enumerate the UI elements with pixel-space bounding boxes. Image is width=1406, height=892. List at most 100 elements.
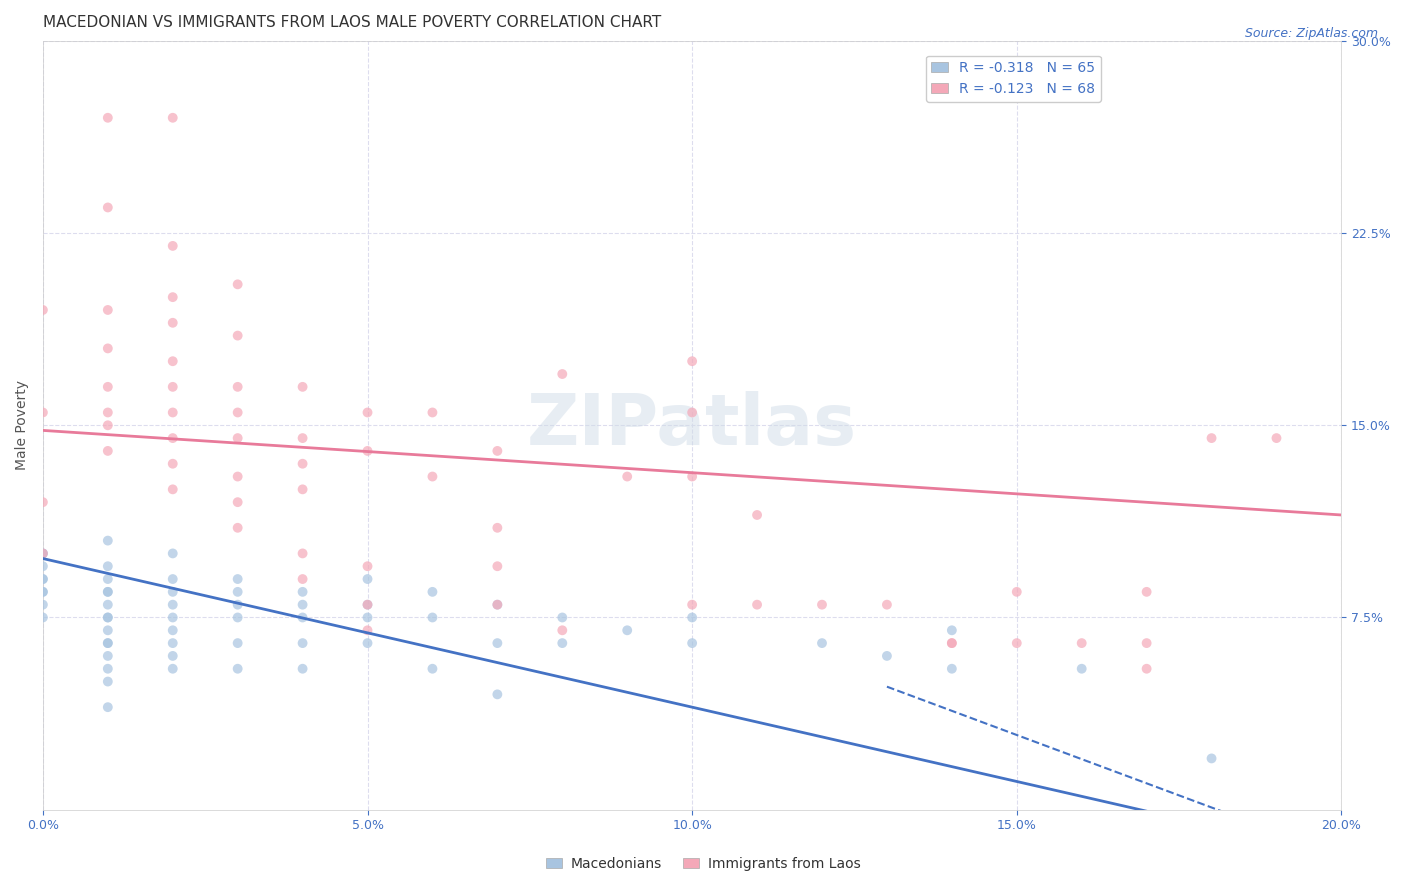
Point	[162, 636, 184, 650]
Point	[32, 546, 55, 560]
Point	[162, 598, 184, 612]
Point	[486, 636, 509, 650]
Point	[97, 444, 120, 458]
Point	[1201, 751, 1223, 765]
Point	[1136, 636, 1159, 650]
Point	[1136, 662, 1159, 676]
Point	[226, 585, 249, 599]
Point	[97, 674, 120, 689]
Point	[422, 585, 444, 599]
Point	[356, 610, 378, 624]
Point	[32, 585, 55, 599]
Text: MACEDONIAN VS IMMIGRANTS FROM LAOS MALE POVERTY CORRELATION CHART: MACEDONIAN VS IMMIGRANTS FROM LAOS MALE …	[44, 15, 661, 30]
Point	[356, 559, 378, 574]
Point	[681, 598, 703, 612]
Point	[97, 700, 120, 714]
Point	[291, 636, 314, 650]
Point	[162, 111, 184, 125]
Point	[32, 610, 55, 624]
Point	[97, 342, 120, 356]
Point	[97, 572, 120, 586]
Point	[97, 201, 120, 215]
Point	[551, 610, 574, 624]
Point	[291, 457, 314, 471]
Point	[1005, 585, 1028, 599]
Point	[291, 585, 314, 599]
Point	[32, 598, 55, 612]
Point	[811, 598, 834, 612]
Point	[162, 572, 184, 586]
Point	[162, 457, 184, 471]
Legend: Macedonians, Immigrants from Laos: Macedonians, Immigrants from Laos	[540, 851, 866, 876]
Point	[162, 624, 184, 638]
Text: Source: ZipAtlas.com: Source: ZipAtlas.com	[1244, 27, 1378, 40]
Point	[162, 316, 184, 330]
Point	[97, 302, 120, 317]
Point	[162, 648, 184, 663]
Point	[291, 572, 314, 586]
Point	[226, 277, 249, 292]
Point	[32, 405, 55, 419]
Point	[941, 636, 963, 650]
Point	[226, 328, 249, 343]
Point	[32, 546, 55, 560]
Point	[876, 598, 898, 612]
Point	[422, 405, 444, 419]
Point	[291, 380, 314, 394]
Point	[356, 444, 378, 458]
Point	[32, 572, 55, 586]
Point	[162, 662, 184, 676]
Point	[1201, 431, 1223, 445]
Point	[291, 546, 314, 560]
Point	[745, 598, 768, 612]
Legend: R = -0.318   N = 65, R = -0.123   N = 68: R = -0.318 N = 65, R = -0.123 N = 68	[925, 55, 1101, 102]
Point	[226, 380, 249, 394]
Point	[486, 444, 509, 458]
Point	[226, 521, 249, 535]
Point	[356, 636, 378, 650]
Point	[162, 354, 184, 368]
Point	[226, 610, 249, 624]
Point	[97, 405, 120, 419]
Point	[97, 610, 120, 624]
Point	[97, 111, 120, 125]
Point	[291, 483, 314, 497]
Point	[941, 624, 963, 638]
Point	[486, 559, 509, 574]
Point	[162, 546, 184, 560]
Point	[97, 648, 120, 663]
Point	[551, 624, 574, 638]
Point	[226, 636, 249, 650]
Point	[486, 598, 509, 612]
Point	[876, 648, 898, 663]
Point	[162, 431, 184, 445]
Point	[226, 405, 249, 419]
Point	[745, 508, 768, 522]
Point	[486, 521, 509, 535]
Point	[162, 483, 184, 497]
Point	[32, 546, 55, 560]
Point	[291, 431, 314, 445]
Point	[1070, 662, 1092, 676]
Text: ZIPatlas: ZIPatlas	[527, 391, 858, 459]
Point	[551, 367, 574, 381]
Point	[681, 610, 703, 624]
Point	[226, 598, 249, 612]
Point	[1265, 431, 1288, 445]
Point	[1136, 585, 1159, 599]
Point	[356, 405, 378, 419]
Point	[681, 636, 703, 650]
Point	[291, 610, 314, 624]
Point	[811, 636, 834, 650]
Point	[97, 610, 120, 624]
Point	[97, 624, 120, 638]
Point	[226, 572, 249, 586]
Point	[422, 610, 444, 624]
Point	[162, 380, 184, 394]
Point	[97, 585, 120, 599]
Point	[681, 354, 703, 368]
Point	[551, 636, 574, 650]
Point	[97, 533, 120, 548]
Point	[226, 431, 249, 445]
Point	[422, 469, 444, 483]
